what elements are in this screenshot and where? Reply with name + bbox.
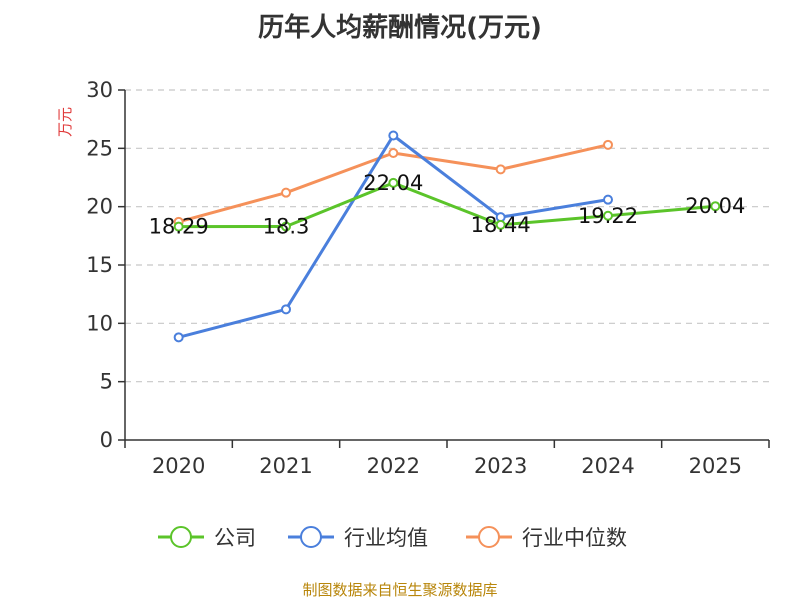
x-tick-label: 2025: [689, 454, 742, 478]
data-point[interactable]: [710, 201, 721, 212]
data-point[interactable]: [281, 187, 291, 198]
x-tick-label: 2023: [474, 454, 527, 478]
data-point[interactable]: [495, 164, 506, 175]
series-line: [178, 181, 716, 229]
legend-item[interactable]: 公司: [158, 526, 256, 550]
legend-marker: [170, 526, 192, 548]
series-lines: [173, 130, 721, 343]
data-label: 18.3: [263, 215, 310, 239]
y-tick-label: 25: [86, 136, 113, 160]
source-note: 制图数据来自恒生聚源数据库: [302, 581, 497, 599]
legend-label: 公司: [214, 526, 256, 550]
y-axis-label: 万元: [56, 107, 74, 137]
x-tick-label: 2020: [152, 454, 205, 478]
data-point[interactable]: [173, 332, 184, 343]
y-tick-label: 20: [86, 195, 113, 219]
series-line: [178, 134, 609, 339]
data-point[interactable]: [495, 219, 506, 230]
legend-marker: [478, 526, 500, 548]
data-labels: 18.29 18.3 22.04 18.44 19.22 20.04: [149, 171, 746, 239]
y-tick-label: 30: [86, 78, 113, 102]
y-tick-label: 0: [100, 428, 113, 452]
data-point[interactable]: [388, 130, 399, 141]
x-tick-label: 2021: [259, 454, 312, 478]
legend-label: 行业均值: [344, 526, 428, 550]
y-tick-label: 10: [86, 311, 113, 335]
legend-label: 行业中位数: [522, 526, 627, 550]
legend-item[interactable]: 行业中位数: [466, 526, 627, 550]
x-tick-label: 2022: [367, 454, 420, 478]
data-point[interactable]: [388, 148, 399, 158]
y-tick-label: 5: [100, 370, 113, 394]
chart-title: 历年人均薪酬情况(万元): [258, 12, 542, 43]
data-label: 22.04: [363, 171, 423, 195]
data-point[interactable]: [603, 139, 613, 150]
data-label: 20.04: [685, 194, 745, 218]
data-point[interactable]: [281, 221, 291, 232]
y-tick-label: 15: [86, 253, 113, 277]
legend-item[interactable]: 行业均值: [288, 526, 428, 550]
legend[interactable]: 公司 行业均值 行业中位数: [158, 526, 627, 550]
legend-marker: [300, 526, 322, 548]
data-label: 18.29: [149, 215, 209, 239]
data-point[interactable]: [603, 210, 613, 221]
data-point[interactable]: [388, 177, 399, 188]
data-point[interactable]: [173, 221, 184, 232]
data-label: 18.44: [471, 213, 531, 237]
grid-lines: [125, 89, 769, 383]
data-point[interactable]: [603, 194, 613, 205]
data-label: 19.22: [578, 204, 638, 228]
x-tick-label: 2024: [581, 454, 634, 478]
data-point[interactable]: [281, 304, 291, 315]
